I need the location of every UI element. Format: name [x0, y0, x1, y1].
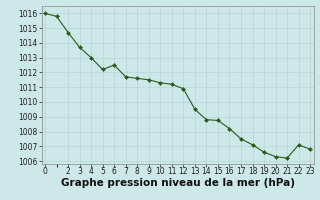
- X-axis label: Graphe pression niveau de la mer (hPa): Graphe pression niveau de la mer (hPa): [60, 178, 295, 188]
